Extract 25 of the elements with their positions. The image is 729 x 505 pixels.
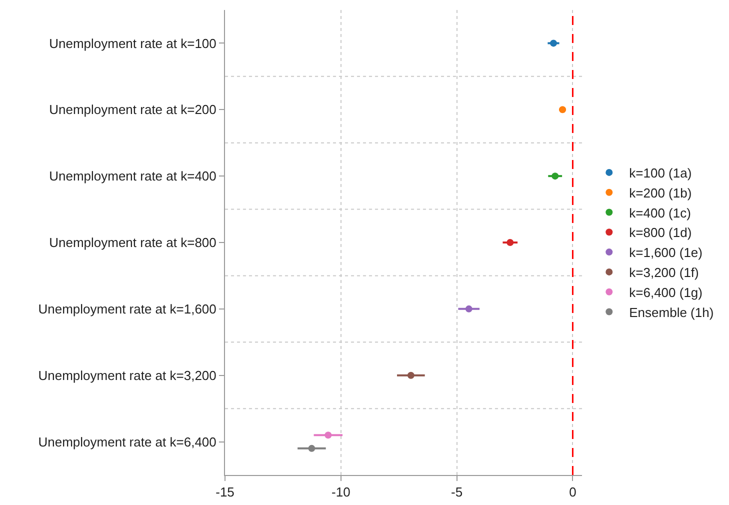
legend-label: k=400 (1c) <box>629 205 691 220</box>
y-tick-label: Unemployment rate at k=400 <box>49 168 216 184</box>
x-tick-label: 0 <box>569 484 576 500</box>
point <box>407 372 414 379</box>
legend-label: k=1,600 (1e) <box>629 245 702 260</box>
x-tick-label: -15 <box>216 484 234 500</box>
y-tick-label: Unemployment rate at k=800 <box>49 235 216 250</box>
y-tick-label: Unemployment rate at k=200 <box>49 102 216 118</box>
x-tick-label: -10 <box>332 484 350 500</box>
point <box>552 172 559 180</box>
legend-label: k=6,400 (1g) <box>629 284 702 300</box>
legend-label: k=800 (1d) <box>629 225 692 240</box>
point <box>506 239 514 246</box>
point <box>559 106 566 114</box>
x-tick-label: -5 <box>451 484 463 500</box>
legend-label: k=200 (1b) <box>629 185 692 200</box>
y-tick-label: Unemployment rate at k=100 <box>49 36 216 51</box>
legend-label: k=3,200 (1f) <box>629 265 699 280</box>
y-tick-label: Unemployment rate at k=6,400 <box>38 434 216 450</box>
legend-label: k=100 (1a) <box>629 166 692 181</box>
legend-label: Ensemble (1h) <box>629 304 714 320</box>
y-tick-label: Unemployment rate at k=1,600 <box>38 301 216 316</box>
point <box>465 305 472 312</box>
y-tick-label: Unemployment rate at k=3,200 <box>38 368 216 383</box>
point <box>550 40 557 47</box>
